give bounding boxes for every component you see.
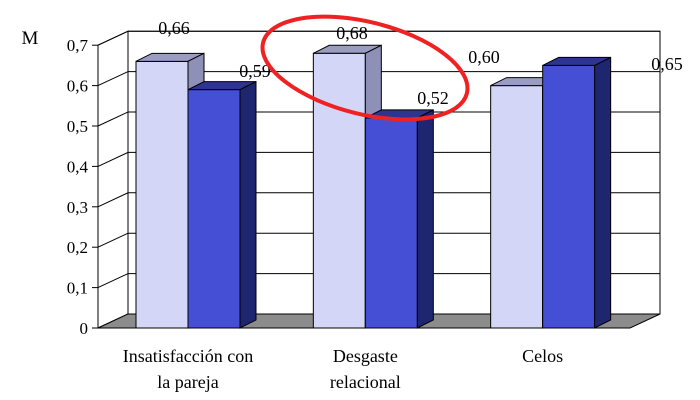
bar-side xyxy=(239,80,257,329)
category-label: Desgaste xyxy=(333,346,398,366)
bar-side xyxy=(416,109,434,329)
data-label: 0,59 xyxy=(239,61,271,81)
y-tick-label: 0,5 xyxy=(67,117,88,136)
y-tick-label: 0,1 xyxy=(67,279,88,298)
y-tick-label: 0,4 xyxy=(67,157,89,176)
gridline xyxy=(97,30,660,46)
gridline xyxy=(97,111,660,127)
bar xyxy=(364,117,418,329)
data-label: 0,52 xyxy=(417,88,449,108)
gridline xyxy=(97,71,660,87)
gridline xyxy=(97,232,660,248)
bar xyxy=(490,85,544,329)
y-tick-label: 0 xyxy=(80,319,89,338)
data-label: 0,68 xyxy=(336,23,368,43)
bar-side xyxy=(594,56,612,329)
data-label: 0,60 xyxy=(468,47,500,67)
category-label: Celos xyxy=(522,346,563,366)
data-label: 0,66 xyxy=(158,18,190,38)
y-tick-label: 0,6 xyxy=(67,77,88,96)
bar xyxy=(312,52,366,329)
highlight-ellipse xyxy=(260,14,470,122)
bar xyxy=(135,60,189,329)
data-label: 0,65 xyxy=(651,54,683,74)
category-label: la pareja xyxy=(157,372,218,392)
bar xyxy=(542,64,596,329)
y-tick-label: 0,7 xyxy=(67,36,89,55)
y-tick-label: 0,3 xyxy=(67,198,88,217)
category-label: Insatisfacción con xyxy=(123,346,253,366)
labels: 0 0,1 0,2 0,3 0,4 0,5 0,6 0,7 M 0,66 0,59 Insatisfa… xyxy=(22,18,683,392)
side-wall xyxy=(97,30,129,329)
y-tick-label: 0,2 xyxy=(67,238,88,257)
y-axis-label: M xyxy=(22,28,39,49)
gridline xyxy=(97,192,660,208)
gridline xyxy=(97,151,660,167)
gridline xyxy=(97,273,660,289)
bars xyxy=(135,44,612,329)
category-label: relacional xyxy=(330,372,401,392)
annotations xyxy=(260,14,470,122)
bar xyxy=(187,89,241,329)
